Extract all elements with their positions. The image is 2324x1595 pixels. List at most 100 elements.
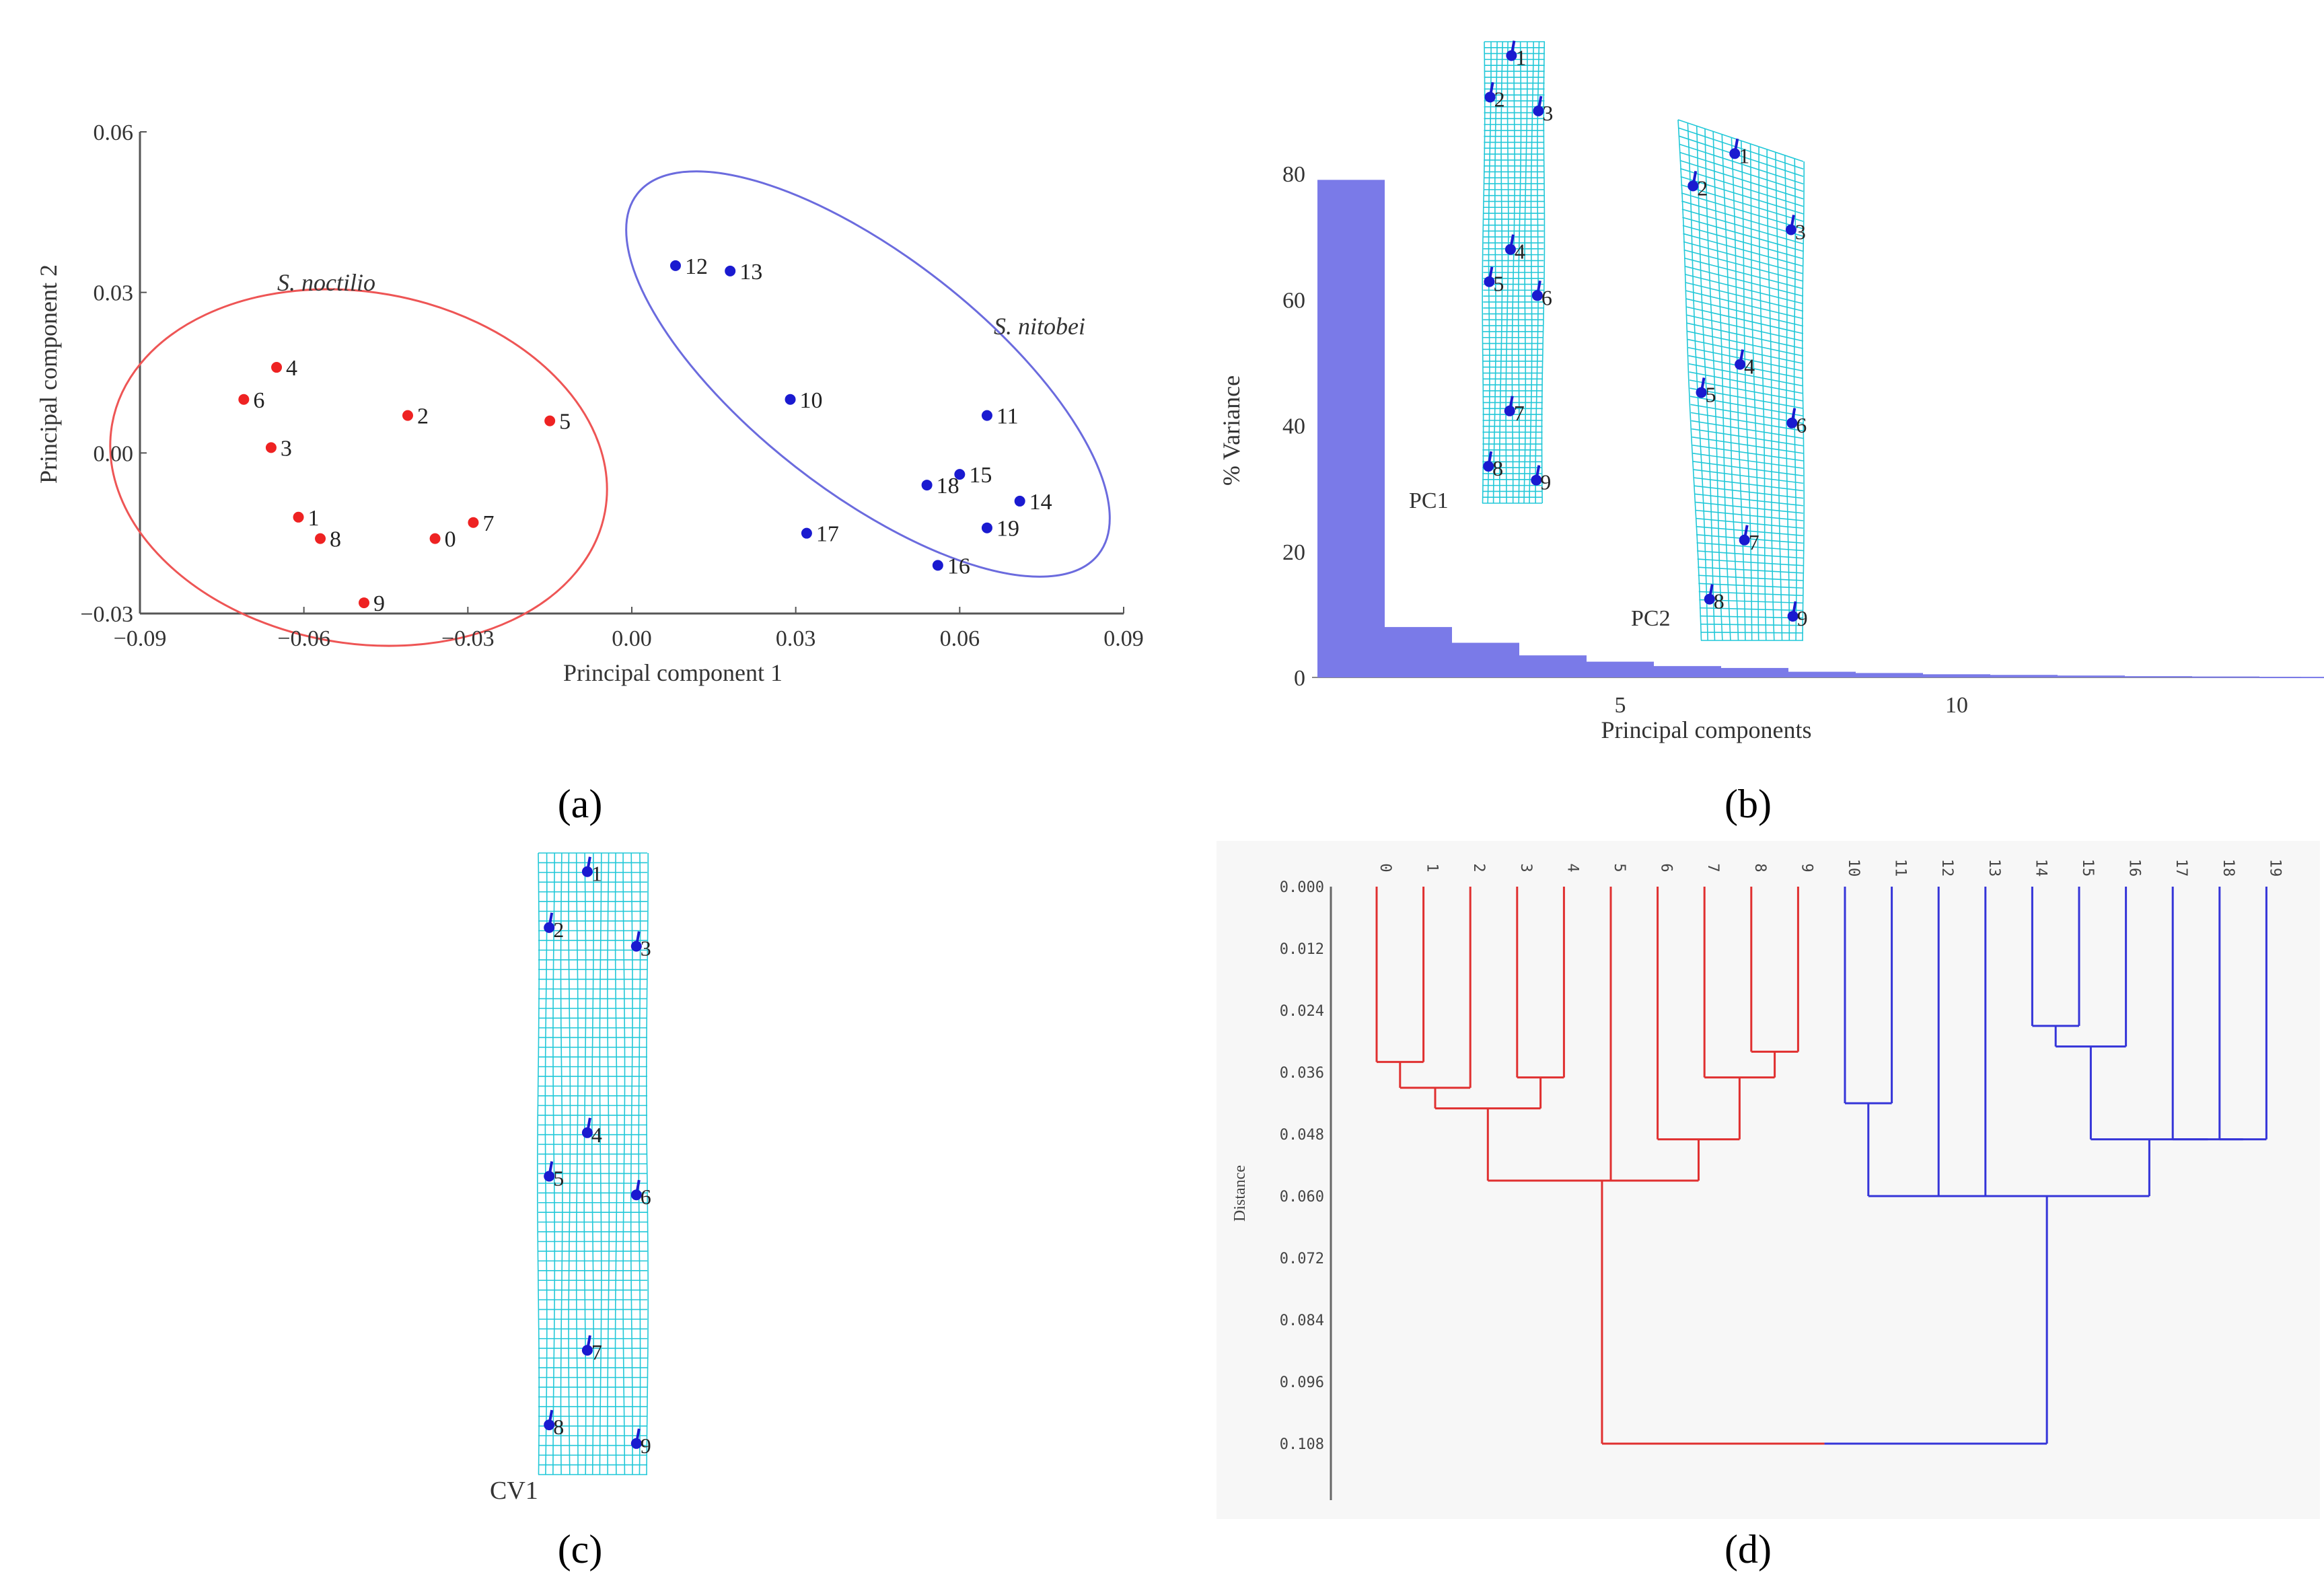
landmark-8 [544,1419,555,1431]
grid-line-h [1691,420,1804,439]
x-ticks: −0.09 −0.06 −0.03 0.00 0.03 0.06 0.09 [114,607,1144,651]
point-12 [669,260,681,271]
grid-line-h [1696,533,1804,544]
y-tick-label: 0.00 [94,441,134,466]
landmark-5 [1696,387,1707,398]
grid-line-h [1679,151,1804,192]
y-tick-label: 40 [1282,414,1305,439]
grid-line-h [1692,453,1804,469]
grid-line-h [1694,477,1804,492]
landmark-6 [630,1189,642,1201]
panel-label-b: (b) [1724,782,1772,826]
point-0 [429,533,441,544]
grid-line-h [1686,306,1804,334]
grid-line-h [1697,558,1804,566]
dendrogram-background [1217,841,2320,1519]
y-tick-label: 0.024 [1280,1003,1324,1020]
point-5 [544,415,556,426]
grid-line-h [1688,355,1804,379]
leaf-label-5: 5 [1611,863,1628,872]
leaf-label-1: 1 [1424,863,1441,872]
landmark-label-2: 2 [1494,87,1505,111]
grid-line-h [1698,591,1804,597]
point-6 [238,394,250,405]
landmark-label-4: 4 [1515,239,1525,264]
point-label-5: 5 [559,410,571,435]
grid-line-h [1692,444,1804,461]
point-label-19: 19 [996,517,1019,542]
grid-line-h [1694,485,1804,499]
grid-line-h [1682,225,1804,260]
grid-line-h [1686,314,1804,342]
point-9 [359,597,370,609]
point-label-10: 10 [800,388,823,413]
bar-11 [1990,675,2058,677]
grid-line-h [1689,371,1804,394]
landmark-2 [544,922,555,933]
y-ticks: 0.000 0.012 0.024 0.036 0.048 0.060 0.072 0.084… [1280,879,1324,1453]
grid-line-h [1699,607,1804,611]
grid-line-h [1684,274,1804,305]
leaf-labels: 0 1 2 3 4 5 6 7 8 9 10 11 12 13 14 15 16 17 18 19 [1377,859,2283,877]
point-label-12: 12 [685,254,708,279]
grid-line-h [1685,298,1804,327]
grid-line-h [1687,322,1804,349]
point-18 [921,480,933,491]
grid-line-v [537,852,540,1475]
bar-14 [2192,676,2259,678]
point-label-11: 11 [996,404,1019,429]
leaf-label-9: 9 [1798,863,1815,872]
landmark-7 [1504,405,1515,416]
grid-line-h [1687,338,1804,365]
leaf-label-18: 18 [2220,859,2237,877]
grid-line-h [1681,200,1804,237]
point-label-3: 3 [281,436,292,461]
point-7 [468,517,479,528]
landmark-9 [1787,611,1799,622]
point-4 [271,362,283,373]
grid-line-h [1690,387,1804,409]
grid-label-cv1: CV1 [490,1477,538,1505]
landmark-6 [1786,417,1798,429]
x-ticks: 5 10 [1615,693,1969,718]
leaf-label-6: 6 [1658,863,1675,872]
y-tick-label: 60 [1282,288,1305,313]
landmark-9 [1531,474,1542,486]
bar-13 [2125,676,2192,678]
grid-line-v [1677,119,1702,641]
landmark-3 [1533,105,1544,116]
panel-d-dendrogram: Distance 0.0000.0120.0240.0360.0480.0600… [1217,841,2320,1519]
landmark-4 [1735,359,1746,370]
landmark-label-7: 7 [591,1340,602,1364]
grid-line-h [1698,574,1804,581]
y-tick-label: 0.072 [1280,1251,1324,1267]
x-tick-label: −0.06 [277,626,330,651]
landmark-label-6: 6 [641,1185,651,1209]
leaf-label-10: 10 [1845,859,1862,877]
point-16 [932,560,943,571]
leaf-label-0: 0 [1377,863,1393,872]
bar-5 [1587,661,1654,677]
grid-line-h [1693,461,1804,477]
ellipse-s-noctilio [109,288,608,647]
y-tick-label: 0.012 [1280,941,1324,958]
landmark-label-2: 2 [1697,176,1708,200]
bar-15 [2259,677,2324,679]
panel-b-scree: 0 20 40 60 80 5 10 % Variance Principal compo… [1218,40,2324,743]
grid-line-h [1692,428,1804,447]
grid-line-h [1700,624,1804,626]
point-label-14: 14 [1029,490,1052,515]
x-axis-label: Principal components [1601,716,1812,743]
point-1 [293,511,304,523]
leaf-label-14: 14 [2032,859,2049,877]
y-tick-label: 0 [1294,666,1305,691]
landmark-label-3: 3 [1795,220,1806,244]
variance-bars [1317,180,2324,679]
bar-2 [1385,627,1452,677]
grid-line-h [1679,143,1804,185]
grid-label-pc2: PC2 [1631,606,1671,631]
point-label-6: 6 [253,388,264,413]
point-label-9: 9 [373,591,385,616]
point-label-4: 4 [286,356,297,381]
grid-line-h [1687,346,1804,372]
